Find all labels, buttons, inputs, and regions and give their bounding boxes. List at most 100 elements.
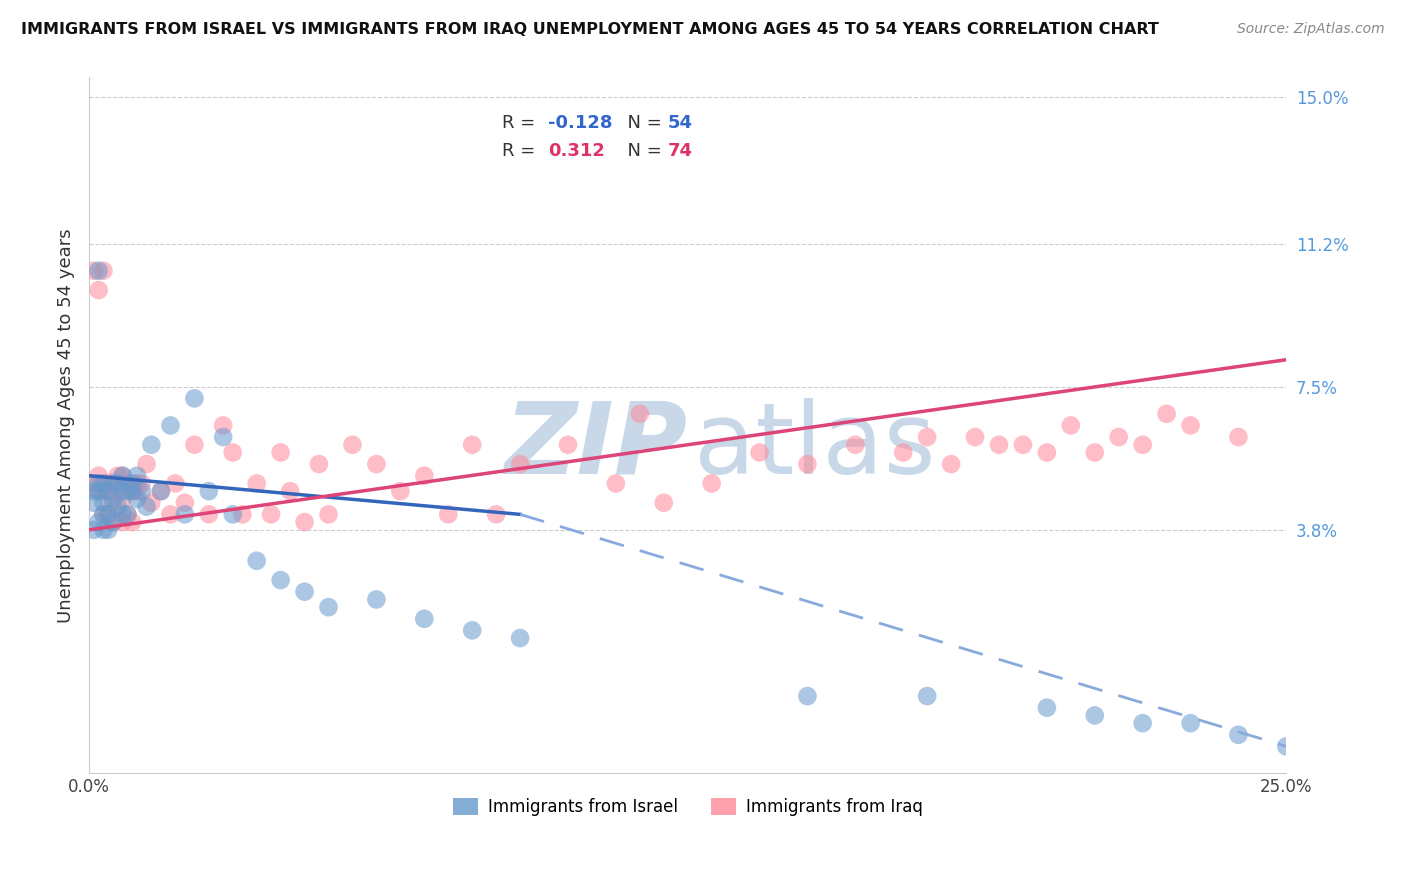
Point [509, 631, 531, 645]
Point [93, 523, 115, 537]
Y-axis label: Unemployment Among Ages 45 to 54 years: Unemployment Among Ages 45 to 54 years [58, 228, 75, 623]
Text: 74: 74 [668, 142, 692, 160]
Point [891, 445, 914, 459]
Point [366, 457, 388, 471]
Point [939, 457, 962, 471]
Point [117, 508, 139, 522]
Point [97, 476, 120, 491]
Point [557, 438, 579, 452]
Point [260, 508, 283, 522]
Point [97, 523, 120, 537]
Point [1084, 708, 1107, 723]
Point [173, 508, 195, 522]
Point [198, 508, 221, 522]
Point [915, 430, 938, 444]
Point [461, 438, 484, 452]
Point [83, 264, 105, 278]
Point [97, 484, 120, 499]
Point [135, 457, 157, 471]
Point [1156, 407, 1178, 421]
Legend: Immigrants from Israel, Immigrants from Iraq: Immigrants from Israel, Immigrants from … [444, 789, 931, 824]
Text: R =: R = [502, 142, 547, 160]
Point [125, 484, 148, 499]
Point [1084, 445, 1107, 459]
Point [141, 496, 163, 510]
Point [111, 491, 134, 506]
Text: ZIP: ZIP [505, 398, 688, 495]
Text: IMMIGRANTS FROM ISRAEL VS IMMIGRANTS FROM IRAQ UNEMPLOYMENT AMONG AGES 45 TO 54 : IMMIGRANTS FROM ISRAEL VS IMMIGRANTS FRO… [21, 22, 1159, 37]
Point [117, 476, 139, 491]
Point [111, 468, 134, 483]
Point [141, 438, 163, 452]
Text: N =: N = [616, 113, 668, 132]
Point [93, 476, 115, 491]
Point [628, 407, 651, 421]
Point [117, 484, 139, 499]
Point [121, 484, 143, 499]
Point [270, 573, 292, 587]
Point [278, 484, 301, 499]
Point [111, 484, 134, 499]
Point [294, 584, 316, 599]
Point [107, 476, 129, 491]
Point [1132, 716, 1154, 731]
Point [844, 438, 866, 452]
Point [93, 264, 115, 278]
Point [1227, 728, 1250, 742]
Point [509, 457, 531, 471]
Point [318, 600, 340, 615]
Point [485, 508, 508, 522]
Point [87, 468, 110, 483]
Point [1180, 716, 1202, 731]
Point [461, 624, 484, 638]
Point [318, 508, 340, 522]
Point [83, 476, 105, 491]
Point [308, 457, 330, 471]
Point [101, 476, 124, 491]
Point [413, 468, 436, 483]
Point [198, 484, 221, 499]
Point [1036, 445, 1059, 459]
Point [173, 496, 195, 510]
Point [796, 457, 818, 471]
Point [125, 468, 148, 483]
Text: 54: 54 [668, 113, 692, 132]
Point [121, 476, 143, 491]
Point [159, 508, 181, 522]
Point [131, 484, 153, 499]
Text: 0.312: 0.312 [547, 142, 605, 160]
Point [231, 508, 253, 522]
Point [437, 508, 460, 522]
Point [748, 445, 770, 459]
Point [159, 418, 181, 433]
Point [107, 500, 129, 514]
Point [117, 508, 139, 522]
Point [101, 491, 124, 506]
Point [183, 438, 205, 452]
Point [131, 476, 153, 491]
Point [212, 430, 235, 444]
Point [270, 445, 292, 459]
Point [165, 476, 187, 491]
Point [149, 484, 172, 499]
Text: R =: R = [502, 113, 541, 132]
Point [1180, 418, 1202, 433]
Point [246, 476, 269, 491]
Point [389, 484, 412, 499]
Point [222, 508, 245, 522]
Point [101, 476, 124, 491]
Point [107, 468, 129, 483]
Point [963, 430, 986, 444]
Point [135, 500, 157, 514]
Point [83, 523, 105, 537]
Point [101, 496, 124, 510]
Point [125, 491, 148, 506]
Point [1036, 700, 1059, 714]
Point [93, 484, 115, 499]
Point [1108, 430, 1130, 444]
Point [605, 476, 627, 491]
Point [83, 496, 105, 510]
Point [1012, 438, 1035, 452]
Point [83, 484, 105, 499]
Point [97, 508, 120, 522]
